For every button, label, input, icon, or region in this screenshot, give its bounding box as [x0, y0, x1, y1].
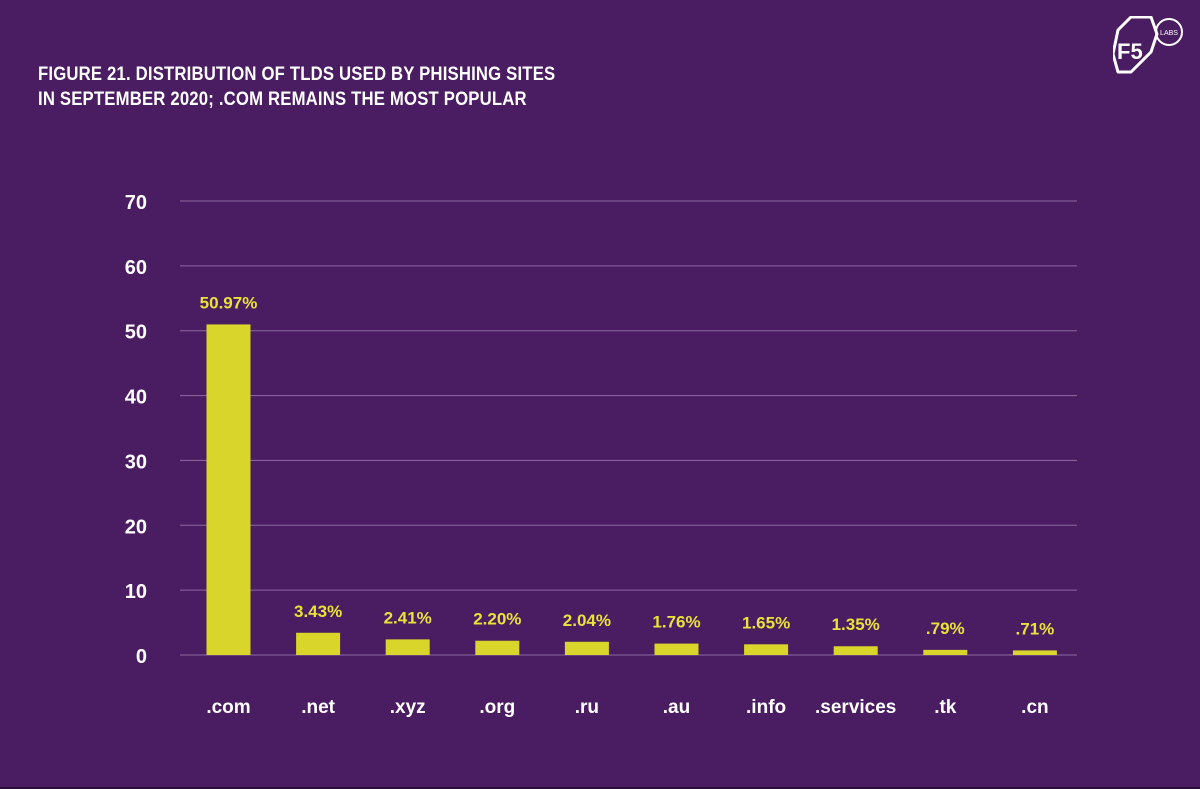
bar: [744, 644, 789, 655]
data-label: 50.97%: [200, 293, 258, 312]
logo-hexagon: [1113, 16, 1159, 74]
x-tick-label: .net: [301, 697, 335, 718]
chart-title-line-2: IN SEPTEMBER 2020; .COM REMAINS THE MOST…: [38, 89, 527, 110]
data-label: 1.65%: [742, 613, 790, 632]
logo-badge-text: LABS: [1160, 30, 1178, 37]
data-label: .79%: [926, 619, 965, 638]
x-tick-label: .org: [479, 697, 515, 718]
y-tick-label: 0: [136, 646, 147, 668]
y-axis-ticks: 0 10 20 30 40 50 60 70: [125, 192, 147, 668]
y-tick-label: 20: [125, 516, 147, 538]
chart-title-line-1: FIGURE 21. DISTRIBUTION OF TLDS USED BY …: [38, 64, 556, 85]
x-tick-label: .cn: [1021, 697, 1048, 718]
x-axis-ticks: .com .net .xyz .org .ru .au .info .services .tk.…: [206, 697, 1048, 718]
logo-main-text: F5: [1117, 39, 1143, 64]
x-tick-label: .com: [206, 697, 250, 718]
bar: [385, 639, 430, 655]
y-tick-label: 30: [125, 451, 147, 473]
bar: [654, 643, 699, 655]
bar: [564, 641, 609, 655]
y-tick-label: 60: [125, 257, 147, 279]
x-tick-label: .services: [815, 697, 896, 718]
bars-layer: [206, 324, 1057, 655]
bar: [833, 646, 878, 655]
bar: [923, 649, 968, 655]
bar: [206, 324, 251, 655]
data-label: 3.43%: [294, 602, 342, 621]
bar: [475, 640, 520, 655]
logo-badge-circle: [1155, 18, 1183, 46]
f5-labs-logo: F5 LABS: [1113, 16, 1183, 74]
y-tick-label: 50: [125, 322, 147, 344]
x-tick-label: .ru: [575, 697, 599, 718]
data-label: 2.04%: [563, 611, 611, 630]
x-tick-label: .tk: [934, 697, 957, 718]
data-label: 2.20%: [473, 610, 521, 629]
data-label: 2.41%: [384, 608, 432, 627]
grid-layer: [180, 200, 1077, 656]
bar: [1012, 650, 1057, 655]
y-tick-label: 40: [125, 387, 147, 409]
data-label: 1.76%: [652, 613, 700, 632]
data-label: .71%: [1016, 619, 1055, 638]
x-tick-label: .info: [746, 697, 786, 718]
y-tick-label: 70: [125, 192, 147, 214]
data-labels-layer: 50.97% 3.43% 2.41% 2.20% 2.04% 1.76% 1.65% 1.35…: [200, 293, 1055, 638]
bar: [296, 632, 341, 655]
x-tick-label: .au: [663, 697, 690, 718]
y-tick-label: 10: [125, 581, 147, 603]
chart-title: FIGURE 21. DISTRIBUTION OF TLDS USED BY …: [38, 62, 555, 112]
x-tick-label: .xyz: [390, 697, 426, 718]
data-label: 1.35%: [832, 615, 880, 634]
bottom-border: [0, 787, 1200, 789]
